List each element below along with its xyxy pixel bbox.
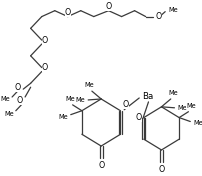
Text: O: O [158,165,164,174]
Text: Me: Me [192,121,202,127]
Text: Me: Me [65,96,74,102]
Text: Me: Me [58,114,68,120]
Text: Me: Me [167,7,177,13]
Text: Me: Me [4,111,14,117]
Text: Me: Me [168,90,178,96]
Text: O: O [122,100,128,109]
Text: O: O [14,83,20,92]
Text: O: O [135,113,141,122]
Text: O: O [98,161,104,170]
Text: Me: Me [185,103,195,109]
Text: O: O [42,63,48,72]
Text: O: O [17,96,23,105]
Text: Me: Me [84,82,94,88]
Text: O: O [105,2,111,11]
Text: O: O [155,12,161,21]
Text: O: O [64,8,70,17]
Text: Me: Me [176,105,186,111]
Text: Me: Me [1,96,10,102]
Text: Me: Me [75,97,85,103]
Text: O: O [42,36,48,45]
Text: Ba: Ba [141,92,153,100]
